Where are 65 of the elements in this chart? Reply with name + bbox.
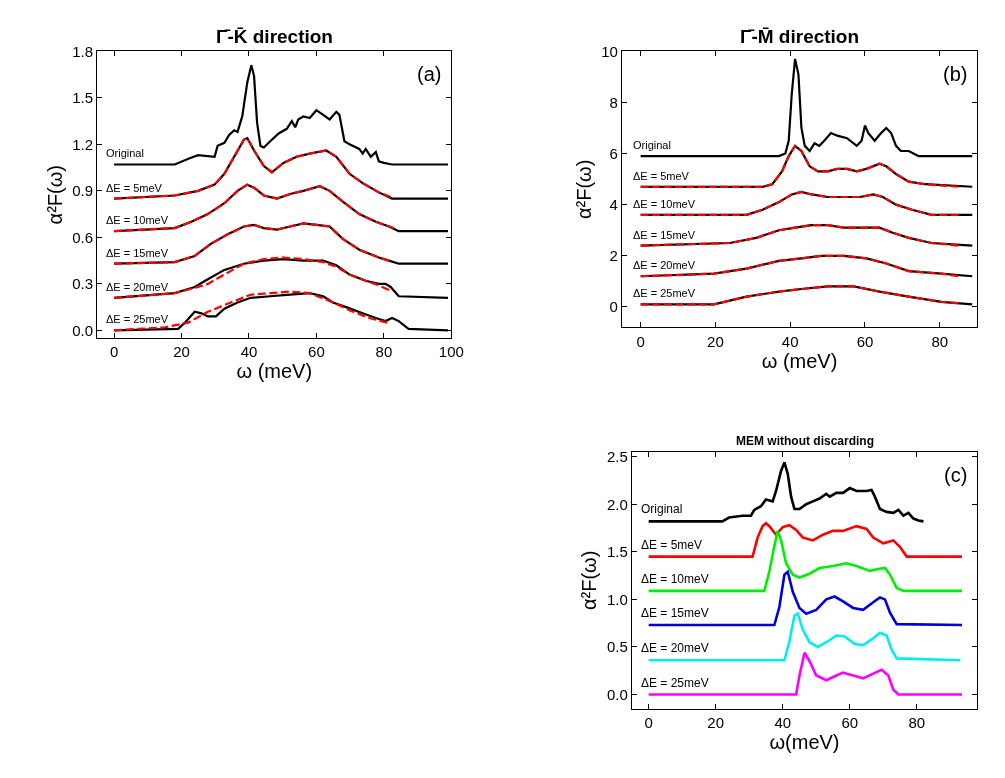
x-axis-title: ω(meV): [769, 730, 840, 753]
chart-title: Γ̄-M̄ direction: [740, 26, 860, 47]
series-label: ΔE = 25meV: [106, 313, 169, 325]
x-tick-label: 0: [109, 343, 119, 361]
series-label: ΔE = 15meV: [633, 229, 696, 241]
x-tick-label: 20: [173, 343, 190, 361]
x-tick-label: 60: [856, 332, 874, 350]
series-label: ΔE = 20meV: [641, 641, 709, 655]
y-tick-label: 0.6: [72, 228, 94, 246]
x-tick-label: 80: [931, 332, 949, 350]
y-tick-label: 0.0: [72, 321, 94, 339]
y-axis-title: α²F(ω): [572, 159, 595, 220]
y-tick-label: 0.9: [72, 182, 94, 200]
series-label: ΔE = 20meV: [633, 259, 696, 271]
series-label: ΔE = 25meV: [641, 676, 709, 690]
series-label: Original: [106, 147, 144, 159]
series-label: ΔE = 5meV: [641, 538, 703, 552]
x-tick-label: 40: [781, 332, 799, 350]
y-tick-label: 1.8: [72, 42, 94, 60]
x-axis-title: ω (meV): [761, 349, 838, 372]
y-tick-label: 10: [601, 42, 618, 60]
series-label: Original: [633, 139, 671, 151]
chart-title: Γ̄-K̄ direction: [216, 26, 333, 47]
series-label: ΔE = 10meV: [641, 572, 709, 586]
annotation: (a): [417, 63, 442, 85]
series-label: ΔE = 15meV: [106, 247, 169, 259]
y-tick-label: 2.5: [606, 447, 628, 465]
y-tick-label: 6: [609, 144, 618, 162]
annotation: (c): [944, 464, 968, 486]
y-tick-label: 1.5: [606, 543, 628, 561]
series-label: ΔE = 10meV: [106, 214, 169, 226]
x-tick-label: 60: [308, 343, 325, 361]
y-axis-title: α²F(ω): [43, 165, 66, 225]
series-label: ΔE = 10meV: [633, 198, 696, 210]
y-tick-label: 0.5: [606, 638, 628, 656]
y-tick-label: 4: [609, 195, 618, 213]
y-tick-label: 2.0: [606, 495, 628, 513]
x-tick-label: 0: [636, 332, 645, 350]
x-tick-label: 40: [240, 343, 258, 361]
y-tick-label: 0.3: [72, 275, 94, 293]
x-axis-title: ω (meV): [236, 360, 313, 383]
chart-title: MEM without discarding: [736, 434, 874, 448]
series-label: ΔE = 20meV: [106, 281, 169, 293]
x-tick-label: 20: [707, 713, 725, 731]
x-tick-label: 100: [438, 343, 464, 361]
x-tick-label: 60: [841, 713, 859, 731]
x-tick-label: 80: [375, 343, 393, 361]
x-tick-label: 40: [774, 713, 792, 731]
y-tick-label: 0.0: [606, 685, 628, 703]
series-label: ΔE = 25meV: [633, 287, 696, 299]
annotation: (b): [943, 63, 968, 85]
y-tick-label: 2: [609, 247, 618, 265]
series-label: ΔE = 5meV: [106, 182, 163, 194]
y-tick-label: 8: [609, 93, 618, 111]
x-tick-label: 80: [908, 713, 926, 731]
series-label: Original: [641, 502, 683, 516]
y-tick-label: 1.5: [72, 89, 94, 107]
y-tick-label: 0: [609, 298, 618, 316]
x-tick-label: 0: [644, 713, 653, 731]
series-label: ΔE = 15meV: [641, 606, 709, 620]
series-label: ΔE = 5meV: [633, 170, 690, 182]
y-axis-title: α²F(ω): [578, 550, 601, 611]
y-tick-label: 1.2: [72, 135, 94, 153]
y-tick-label: 1.0: [606, 590, 628, 608]
x-tick-label: 20: [707, 332, 724, 350]
